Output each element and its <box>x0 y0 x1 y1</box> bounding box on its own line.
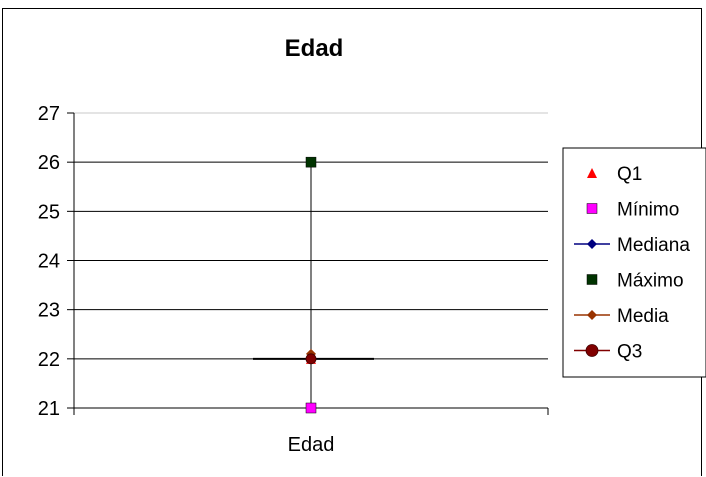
legend-label-q3: Q3 <box>617 342 642 363</box>
point-maximo <box>305 156 317 168</box>
legend-marker-q3 <box>585 344 599 357</box>
y-tick-label: 25 <box>38 201 60 223</box>
legend-marker-minimo <box>586 203 598 214</box>
y-tick-label: 26 <box>38 152 60 174</box>
legend-label-maximo: Máximo <box>617 271 684 292</box>
legend-label-q1: Q1 <box>617 164 642 185</box>
chart-title: Edad <box>285 35 344 62</box>
y-tick-label: 24 <box>38 251 60 273</box>
legend-marker-media <box>587 310 597 320</box>
data-marks <box>305 156 317 414</box>
y-tick-labels: 21 22 23 24 25 26 27 <box>38 103 60 420</box>
x-tick-labels: Edad <box>288 434 335 456</box>
legend-box <box>562 147 706 378</box>
y-tick-label: 21 <box>38 398 60 420</box>
legend-label-mediana: Mediana <box>617 235 690 256</box>
legend-label-minimo: Mínimo <box>617 200 679 221</box>
legend-marker-q1 <box>587 168 597 178</box>
legend-marker-maximo <box>586 274 598 285</box>
whisker-line <box>253 162 374 408</box>
point-q3 <box>305 353 317 365</box>
x-tick-label: Edad <box>288 434 335 456</box>
legend: Q1 Mínimo Mediana Máximo Media Q3 <box>562 147 706 378</box>
legend-label-media: Media <box>617 306 669 327</box>
legend-marker-mediana <box>587 239 597 249</box>
y-tick-label: 23 <box>38 300 60 322</box>
point-minimo <box>305 402 317 414</box>
y-tick-label: 22 <box>38 349 60 371</box>
y-tick-label: 27 <box>38 103 60 125</box>
